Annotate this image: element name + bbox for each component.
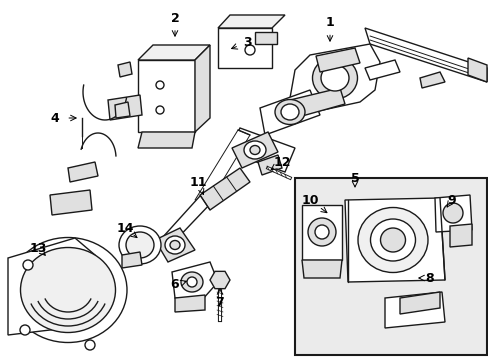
Polygon shape bbox=[218, 15, 285, 28]
Polygon shape bbox=[449, 224, 471, 247]
Polygon shape bbox=[162, 196, 212, 244]
Polygon shape bbox=[138, 132, 195, 148]
Ellipse shape bbox=[23, 260, 33, 270]
Ellipse shape bbox=[126, 232, 154, 258]
Text: 5: 5 bbox=[350, 171, 359, 184]
Ellipse shape bbox=[85, 340, 95, 350]
Polygon shape bbox=[260, 90, 319, 135]
Text: 12: 12 bbox=[273, 156, 290, 168]
Polygon shape bbox=[138, 45, 209, 60]
Polygon shape bbox=[258, 155, 282, 175]
Ellipse shape bbox=[312, 57, 357, 99]
Polygon shape bbox=[108, 95, 142, 120]
Text: 8: 8 bbox=[425, 271, 433, 284]
Ellipse shape bbox=[320, 65, 348, 91]
Ellipse shape bbox=[314, 225, 328, 239]
Polygon shape bbox=[50, 190, 92, 215]
Polygon shape bbox=[195, 45, 209, 132]
Polygon shape bbox=[315, 48, 359, 72]
Polygon shape bbox=[172, 262, 218, 300]
Ellipse shape bbox=[357, 207, 427, 273]
Text: 9: 9 bbox=[447, 194, 455, 207]
Polygon shape bbox=[195, 130, 249, 205]
Polygon shape bbox=[419, 72, 444, 88]
Polygon shape bbox=[289, 88, 345, 118]
Polygon shape bbox=[227, 128, 294, 172]
Text: 6: 6 bbox=[170, 279, 179, 292]
Ellipse shape bbox=[170, 240, 180, 249]
Text: 11: 11 bbox=[189, 175, 206, 189]
Bar bbox=[254, 32, 276, 44]
Polygon shape bbox=[138, 60, 195, 132]
Polygon shape bbox=[209, 271, 229, 289]
Polygon shape bbox=[467, 58, 486, 82]
Ellipse shape bbox=[156, 81, 163, 89]
Bar bbox=[294, 178, 486, 355]
Ellipse shape bbox=[274, 99, 305, 125]
Ellipse shape bbox=[119, 226, 161, 264]
Text: 4: 4 bbox=[51, 112, 59, 125]
Polygon shape bbox=[302, 260, 341, 278]
Polygon shape bbox=[434, 195, 471, 232]
Ellipse shape bbox=[281, 104, 298, 120]
Text: 1: 1 bbox=[325, 15, 334, 28]
Text: 7: 7 bbox=[215, 296, 224, 309]
Polygon shape bbox=[289, 44, 379, 115]
Polygon shape bbox=[218, 28, 271, 68]
Ellipse shape bbox=[156, 106, 163, 114]
Text: 2: 2 bbox=[170, 12, 179, 24]
Polygon shape bbox=[399, 292, 439, 314]
Text: 3: 3 bbox=[243, 36, 252, 49]
Ellipse shape bbox=[20, 248, 115, 333]
Text: 10: 10 bbox=[301, 194, 318, 207]
Ellipse shape bbox=[442, 203, 462, 223]
Ellipse shape bbox=[380, 228, 405, 252]
Ellipse shape bbox=[370, 219, 415, 261]
Text: 13: 13 bbox=[29, 242, 46, 255]
Ellipse shape bbox=[186, 277, 197, 287]
Polygon shape bbox=[122, 252, 142, 268]
Polygon shape bbox=[115, 102, 130, 118]
Polygon shape bbox=[345, 198, 444, 282]
Polygon shape bbox=[364, 60, 399, 80]
Polygon shape bbox=[8, 238, 95, 335]
Ellipse shape bbox=[307, 218, 335, 246]
Polygon shape bbox=[302, 205, 341, 260]
Ellipse shape bbox=[244, 141, 265, 159]
Polygon shape bbox=[364, 28, 486, 82]
Ellipse shape bbox=[20, 325, 30, 335]
Ellipse shape bbox=[249, 145, 260, 154]
Polygon shape bbox=[68, 162, 98, 182]
Ellipse shape bbox=[181, 272, 203, 292]
Ellipse shape bbox=[164, 236, 184, 254]
Text: 14: 14 bbox=[116, 221, 134, 234]
Polygon shape bbox=[231, 132, 278, 168]
Polygon shape bbox=[200, 168, 249, 210]
Polygon shape bbox=[118, 62, 132, 77]
Polygon shape bbox=[155, 228, 195, 262]
Ellipse shape bbox=[244, 45, 254, 55]
Polygon shape bbox=[175, 295, 204, 312]
Ellipse shape bbox=[9, 238, 127, 342]
Polygon shape bbox=[384, 292, 444, 328]
